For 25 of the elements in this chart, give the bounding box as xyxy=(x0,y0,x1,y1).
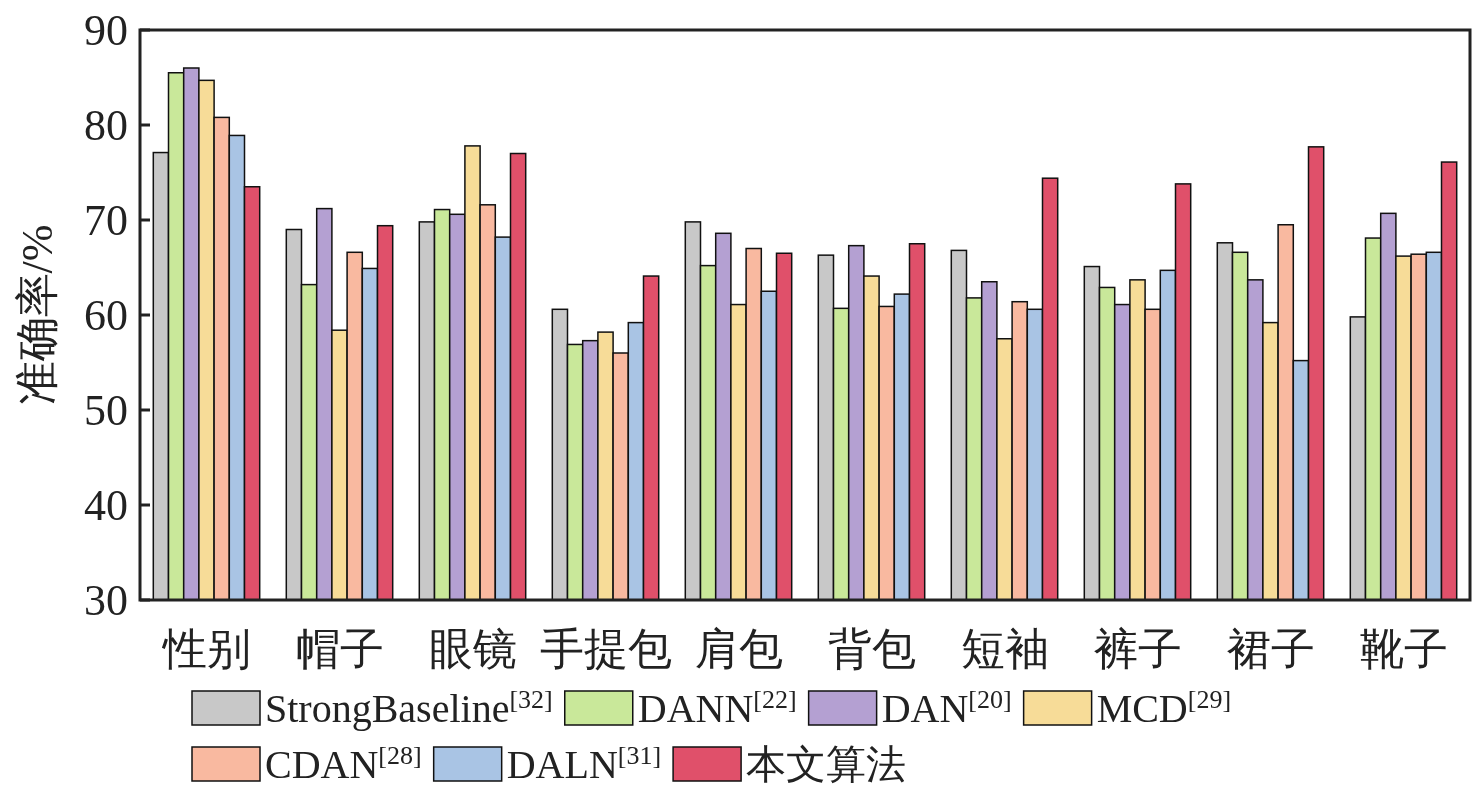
legend-label: DANN$^{[22]}$ xyxy=(637,684,797,731)
legend-label: StrongBaseline$^{[32]}$ xyxy=(265,684,553,731)
x-tick-label: 背包 xyxy=(827,625,916,674)
legend-label: MCD$^{[29]}$ xyxy=(1096,684,1232,731)
x-tick-label: 性别 xyxy=(160,625,251,674)
y-tick-label: 80 xyxy=(84,100,128,150)
x-tick-label: 短袖 xyxy=(960,625,1049,674)
y-tick-label: 60 xyxy=(84,290,128,340)
legend-label: DAN$^{[20]}$ xyxy=(881,684,1012,731)
y-tick-label: 90 xyxy=(84,5,128,55)
legend-label: 本文算法 xyxy=(746,742,907,787)
x-tick-label: 眼镜 xyxy=(428,625,517,674)
y-tick-label: 30 xyxy=(84,575,128,625)
x-tick-label: 手提包 xyxy=(539,625,672,674)
legend-label: CDAN$^{[28]}$ xyxy=(265,740,422,787)
y-tick-label: 50 xyxy=(84,385,128,435)
y-tick-label: 40 xyxy=(84,480,128,530)
x-tick-label: 靴子 xyxy=(1359,625,1448,674)
x-tick-label: 肩包 xyxy=(694,625,783,674)
x-tick-label: 裙子 xyxy=(1226,625,1315,674)
legend-label: DALN$^{[31]}$ xyxy=(506,740,662,787)
x-tick-label: 裤子 xyxy=(1093,625,1182,674)
x-tick-label: 帽子 xyxy=(295,625,384,674)
y-tick-label: 70 xyxy=(84,195,128,245)
y-axis-title: 准确率/% xyxy=(13,224,62,406)
